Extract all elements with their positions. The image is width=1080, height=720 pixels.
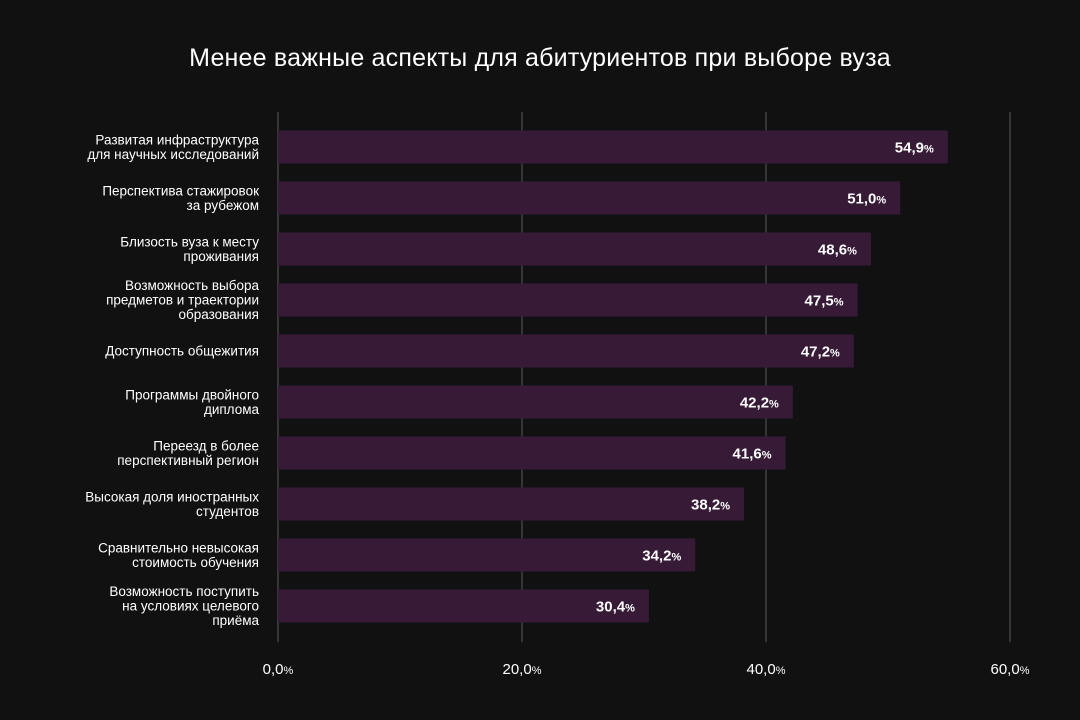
x-tick-label: 40,0%	[747, 661, 786, 678]
category-label: Близость вуза к месту проживания	[120, 234, 259, 264]
bar	[278, 538, 696, 572]
x-tick-label: 20,0%	[503, 661, 542, 678]
category-label: Программы двойного диплома	[125, 387, 259, 417]
bar	[278, 334, 854, 368]
bar	[278, 181, 901, 215]
bar	[278, 487, 745, 521]
bar-value-label: 47,2%	[801, 344, 840, 361]
bar-value-label: 34,2%	[642, 548, 681, 565]
bar-value-label: 38,2%	[691, 497, 730, 514]
bar	[278, 283, 858, 317]
category-label: Развитая инфраструктура для научных иссле…	[87, 132, 259, 162]
bar-value-label: 51,0%	[847, 191, 886, 208]
x-axis-ticks: 0,0% 20,0% 40,0% 60,0%	[263, 661, 1030, 678]
x-tick-label: 0,0%	[263, 661, 294, 678]
bar	[278, 232, 871, 266]
bar-value-label: 30,4%	[596, 599, 635, 616]
category-label: Возможность поступить на условиях целевог…	[109, 584, 259, 628]
category-label: Доступность общежития	[105, 344, 259, 359]
chart-title: Менее важные аспекты для абитуриентов пр…	[189, 44, 891, 72]
bar-value-label: 41,6%	[733, 446, 772, 463]
bar-value-label: 48,6%	[818, 242, 857, 259]
value-labels: 54,9% 51,0% 48,6% 47,5% 47,2% 42,2% 41,6% 38,2%…	[596, 140, 934, 616]
x-tick-label: 60,0%	[991, 661, 1030, 678]
category-label: Перспектива стажировок за рубежом	[102, 183, 259, 213]
bar	[278, 436, 786, 470]
category-label: Возможность выбора предметов и траектории…	[106, 278, 259, 322]
category-label: Высокая доля иностранных студентов	[85, 489, 259, 519]
bar-value-label: 47,5%	[805, 293, 844, 310]
bar	[278, 385, 793, 419]
category-label: Переезд в более перспективный регион	[117, 438, 259, 468]
category-label: Сравнительно невысокая стоимость обучения	[98, 540, 259, 570]
bars	[278, 130, 948, 623]
bar	[278, 130, 948, 164]
bar-value-label: 42,2%	[740, 395, 779, 412]
bar	[278, 589, 649, 623]
bar-value-label: 54,9%	[895, 140, 934, 157]
category-labels: Развитая инфраструктура для научных иссле…	[85, 132, 259, 628]
